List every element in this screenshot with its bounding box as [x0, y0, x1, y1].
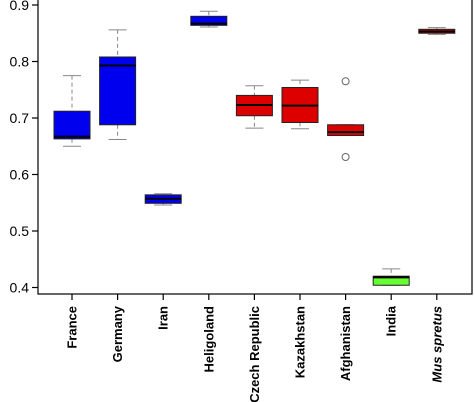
box-group	[144, 193, 182, 206]
category-label: India	[384, 305, 399, 336]
box	[327, 124, 365, 137]
category-label: Mus spretus	[429, 306, 444, 383]
box-group	[190, 10, 228, 28]
y-tick-label: 0.6	[10, 167, 30, 183]
category-label: Heligoland	[201, 306, 216, 373]
y-tick-label: 0.7	[10, 110, 30, 126]
y-tick-label: 0.8	[10, 54, 30, 70]
box-group	[281, 79, 319, 130]
box	[53, 110, 91, 140]
box	[190, 15, 228, 26]
box	[99, 56, 137, 126]
box-group	[99, 29, 137, 140]
category-label: Afghanistan	[338, 306, 353, 381]
axes-group: 0.4 0.5 0.6 0.7 0.8 0.9 France Germany Iran Helig…	[10, 0, 473, 402]
category-label: Germany	[110, 305, 125, 362]
category-label: Kazakhstan	[293, 306, 308, 378]
y-tick-label: 0.5	[10, 223, 30, 239]
plot-area	[53, 10, 456, 286]
outlier-point	[341, 77, 350, 86]
plot-frame	[37, 0, 473, 295]
box-group	[418, 27, 456, 35]
category-label: France	[65, 306, 80, 349]
box-group	[235, 85, 273, 129]
box-group	[53, 75, 91, 147]
outlier-point	[341, 152, 350, 161]
box-group	[372, 268, 410, 286]
box	[372, 275, 410, 286]
y-tick-label: 0.4	[10, 280, 30, 296]
category-label: Czech Republic	[247, 306, 262, 402]
y-tick-label: 0.9	[10, 0, 30, 13]
box-group	[327, 77, 365, 161]
category-label: Iran	[156, 306, 171, 330]
